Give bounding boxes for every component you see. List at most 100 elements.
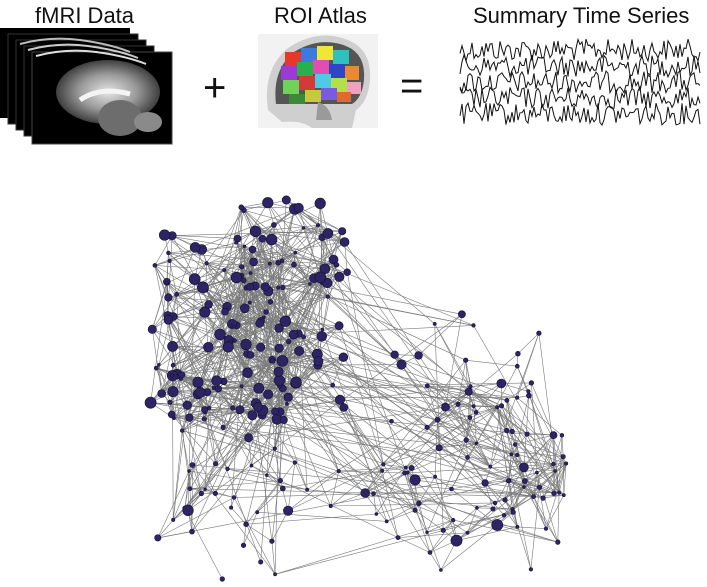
- network-edge: [517, 526, 547, 529]
- network-edge: [228, 323, 260, 348]
- network-edge: [562, 456, 565, 496]
- network-node: [333, 262, 340, 268]
- network-node: [381, 462, 386, 467]
- network-edge: [307, 489, 513, 510]
- network-edge: [298, 207, 329, 234]
- network-edge: [156, 308, 245, 369]
- network-node: [198, 490, 204, 497]
- network-node: [240, 277, 247, 284]
- network-node: [427, 550, 433, 555]
- network-edge: [224, 249, 253, 271]
- network-node: [199, 306, 211, 318]
- network-node: [260, 282, 270, 292]
- network-edge: [545, 463, 567, 529]
- network-edge: [503, 434, 554, 516]
- network-node: [180, 428, 185, 433]
- network-node: [144, 396, 157, 409]
- network-node: [230, 405, 236, 411]
- network-node: [463, 357, 469, 363]
- network-edge: [205, 289, 226, 312]
- network-node: [551, 490, 557, 496]
- network-edge: [218, 311, 226, 389]
- network-edge: [278, 371, 513, 432]
- network-edge: [265, 311, 276, 449]
- network-node: [163, 314, 174, 325]
- network-edge: [533, 435, 554, 497]
- network-node: [253, 382, 265, 394]
- network-node: [187, 486, 193, 492]
- network-edge: [167, 287, 204, 316]
- network-node: [222, 341, 234, 353]
- network-node: [204, 300, 213, 309]
- network-edge: [259, 323, 289, 342]
- network-node: [248, 245, 257, 254]
- network-node: [286, 339, 292, 345]
- network-edge: [286, 403, 344, 408]
- network-node: [434, 416, 441, 423]
- network-edge: [287, 462, 296, 511]
- network-node: [212, 490, 218, 496]
- network-node: [504, 397, 510, 403]
- network-edge: [180, 378, 190, 418]
- network-node: [291, 261, 297, 268]
- network-node: [240, 303, 250, 314]
- network-edge: [180, 378, 205, 410]
- network-node: [248, 300, 252, 305]
- network-edge: [538, 333, 560, 493]
- network-edge: [332, 384, 392, 422]
- network-node: [389, 418, 394, 424]
- network-node: [553, 469, 557, 473]
- network-node: [276, 285, 281, 290]
- network-edge: [501, 405, 525, 468]
- network-node: [211, 375, 222, 386]
- network-edge: [405, 417, 471, 468]
- network-node: [279, 315, 291, 327]
- network-node: [467, 415, 473, 420]
- network-node: [213, 461, 219, 467]
- network-edge: [227, 468, 267, 476]
- network-edge: [239, 353, 248, 410]
- network-edge: [282, 283, 310, 288]
- network-node: [439, 568, 443, 572]
- network-edge: [216, 277, 237, 381]
- network-edge: [243, 249, 253, 281]
- network-edge: [167, 235, 173, 316]
- network-edge: [260, 320, 340, 326]
- network-node: [165, 281, 169, 285]
- equals-sign: =: [400, 64, 424, 108]
- network-edge: [158, 294, 177, 365]
- network-node: [249, 463, 254, 468]
- network-edge: [262, 238, 269, 292]
- network-edge: [278, 287, 491, 467]
- network-node: [214, 328, 226, 341]
- network-edge: [426, 519, 454, 533]
- network-edge: [172, 405, 188, 520]
- network-edge: [470, 383, 502, 387]
- network-edge: [266, 475, 283, 489]
- network-edge: [531, 382, 554, 436]
- network-node: [246, 282, 254, 291]
- network-node: [408, 465, 415, 471]
- network-node: [360, 488, 371, 498]
- network-edge: [272, 336, 304, 361]
- network-edge: [439, 447, 486, 484]
- network-node: [258, 234, 267, 243]
- network-node: [455, 401, 461, 407]
- network-edge: [439, 405, 502, 449]
- network-edge: [182, 430, 295, 463]
- network-edge: [176, 247, 196, 295]
- network-edge: [318, 277, 321, 362]
- network-edge: [364, 419, 438, 494]
- network-edge: [172, 391, 210, 409]
- network-node: [274, 323, 284, 333]
- network-edge: [285, 283, 311, 322]
- network-edge: [295, 336, 323, 383]
- network-node: [528, 380, 535, 386]
- network-edge: [239, 249, 253, 410]
- network-node: [412, 507, 418, 513]
- network-node: [528, 567, 534, 572]
- network-edge: [506, 430, 560, 493]
- network-edge: [320, 277, 323, 330]
- network-node: [265, 233, 278, 246]
- network-edge: [204, 418, 228, 470]
